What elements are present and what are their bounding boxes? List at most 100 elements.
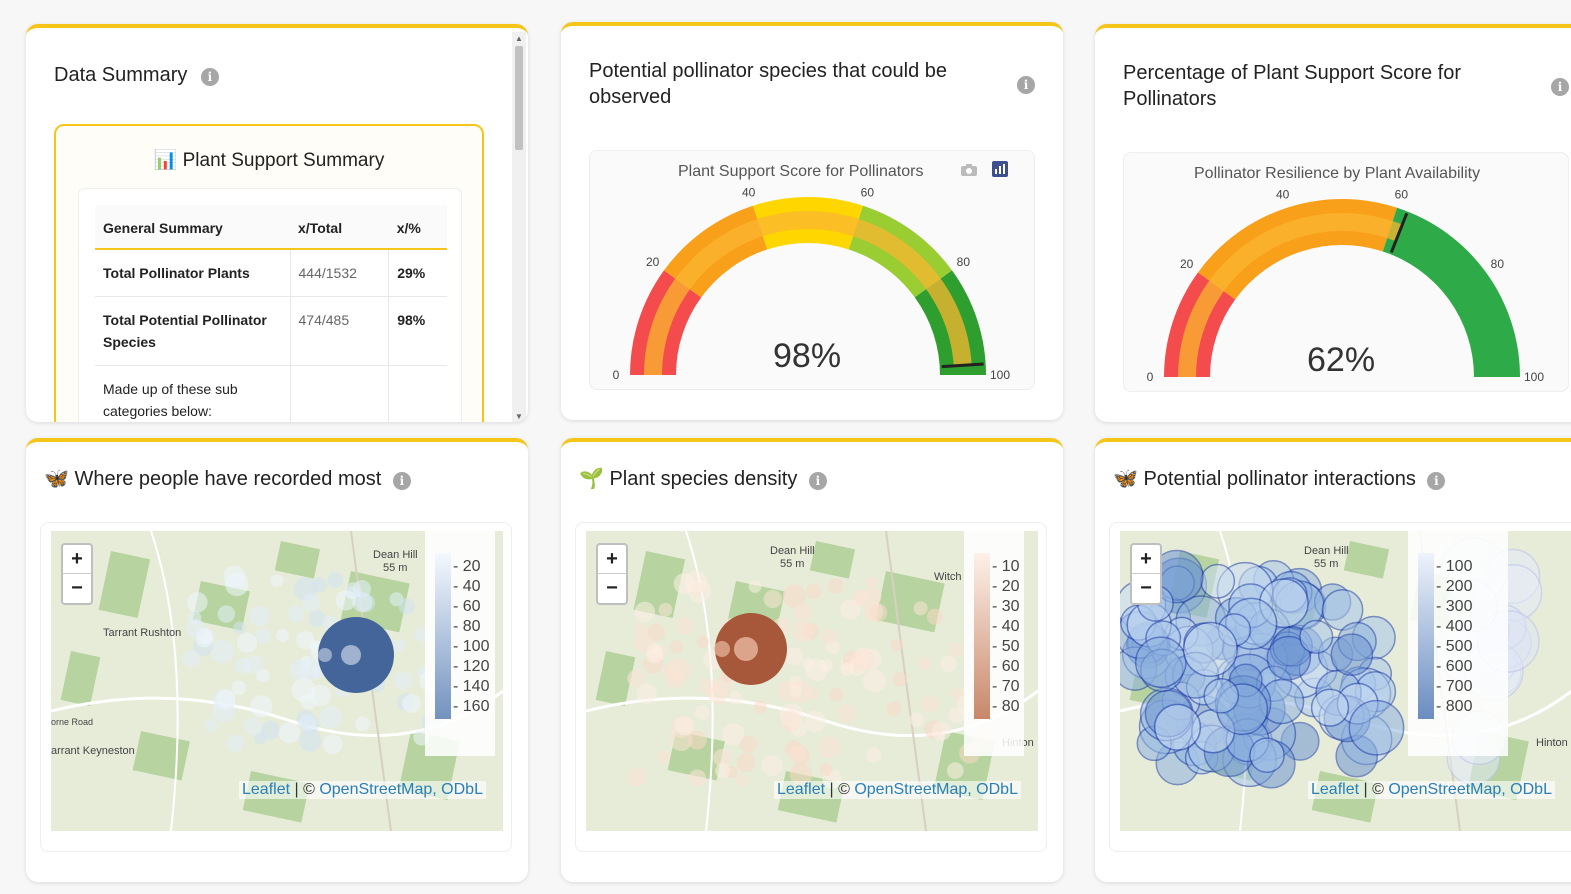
map-point: [1249, 737, 1285, 774]
map-point: [694, 705, 710, 720]
map-point: [210, 639, 235, 664]
legend-label: - 40: [992, 618, 1020, 635]
gauge-tick-label: 100: [990, 368, 1010, 382]
osm-link[interactable]: OpenStreetMap, ODbL: [854, 781, 1018, 798]
map-point: [763, 589, 782, 609]
info-icon[interactable]: i: [200, 68, 219, 86]
zoom-in-button[interactable]: +: [598, 545, 626, 574]
map-field: [60, 650, 101, 707]
place-label: Hinton: [1536, 737, 1568, 749]
scroll-down-icon[interactable]: ▼: [515, 412, 523, 421]
osm-link[interactable]: OpenStreetMap, ODbL: [1388, 781, 1552, 798]
bar-chart-icon: 📊: [153, 150, 178, 171]
map-point: [187, 592, 208, 613]
map-field: [1343, 541, 1390, 579]
zoom-in-button[interactable]: +: [1132, 545, 1160, 574]
map-point: [862, 669, 886, 693]
map-point: [779, 710, 801, 732]
scrollbar[interactable]: ▲ ▼: [512, 32, 526, 422]
map-point: [1182, 621, 1238, 678]
map-point: [676, 617, 694, 635]
scroll-up-icon[interactable]: ▲: [515, 34, 523, 43]
legend-colorbar: [435, 553, 451, 719]
gauge-value-bar: [644, 210, 972, 375]
info-icon[interactable]: i: [808, 472, 827, 490]
gauge-tick-label: 80: [957, 255, 971, 269]
map-attribution: Leaflet | © OpenStreetMap, ODbL: [774, 781, 1021, 799]
camera-icon[interactable]: [960, 163, 978, 177]
leaflet-link[interactable]: Leaflet: [1311, 781, 1360, 798]
table-row: Total Potential Pollinator Species 474/4…: [95, 296, 447, 366]
map-point: [187, 610, 202, 625]
map-point: [761, 754, 783, 777]
gauge2-value: 62%: [1307, 341, 1376, 379]
info-icon[interactable]: i: [1427, 472, 1446, 490]
hotspot-point: [341, 645, 361, 665]
map-point: [782, 584, 807, 608]
gauge-needle: [1389, 212, 1409, 253]
map1[interactable]: Dean Hill 55 m Tarrant Rushton orne Road…: [51, 531, 503, 831]
sprout-icon: 🌱: [579, 468, 604, 490]
map-point: [789, 763, 813, 786]
map2[interactable]: Dean Hill 55 m Witch Hinton + − - 10- 20…: [586, 531, 1038, 831]
scroll-thumb[interactable]: [515, 46, 523, 150]
map2-title: Plant species density: [609, 468, 798, 490]
zoom-in-button[interactable]: +: [63, 545, 91, 574]
map-point: [818, 736, 841, 759]
hotspot-point: [734, 637, 758, 661]
zoom-control: + −: [596, 543, 628, 605]
map-field: [633, 551, 686, 619]
legend-label: - 800: [1436, 698, 1473, 715]
row-total: 444/1532: [289, 249, 389, 297]
place-label: orne Road: [51, 717, 94, 727]
map-point: [402, 694, 421, 714]
info-icon[interactable]: i: [1017, 76, 1035, 94]
map-point: [270, 574, 284, 588]
map-point: [298, 729, 322, 752]
place-label: Dean Hill: [1304, 545, 1349, 557]
map-point: [948, 707, 965, 724]
legend-label: - 40: [453, 578, 481, 595]
zoom-out-button[interactable]: −: [1140, 577, 1152, 599]
map-point: [223, 565, 246, 588]
map-point: [658, 602, 673, 617]
info-icon[interactable]: i: [1551, 78, 1569, 96]
legend-label: - 50: [992, 638, 1020, 655]
legend-label: - 60: [453, 598, 481, 615]
map-point: [298, 658, 322, 682]
gauge1-chart-title: Plant Support Score for Pollinators: [678, 163, 924, 180]
map3-legend: - 100 - 200 - 300 - 400 - 500 - 600 - 700 - 800: [1408, 531, 1508, 756]
zoom-out-button[interactable]: −: [71, 577, 83, 599]
map-point: [355, 716, 371, 732]
leaflet-link[interactable]: Leaflet: [242, 781, 291, 798]
butterfly-icon: 🦋: [1113, 468, 1138, 490]
osm-link[interactable]: OpenStreetMap, ODbL: [319, 781, 483, 798]
gauge-value-bar: [1178, 213, 1403, 377]
gauge-tick-label: 60: [1395, 187, 1409, 201]
map-point: [735, 774, 749, 787]
map-point: [634, 623, 648, 637]
data-summary-title: Data Summary: [54, 64, 188, 86]
plant-density-card: 🌱 Plant species density i Dean Hill 55 m…: [561, 438, 1063, 882]
gauge-tick-label: 40: [1276, 187, 1290, 201]
leaflet-link[interactable]: Leaflet: [777, 781, 826, 798]
map-point: [829, 687, 844, 702]
legend-label: - 20: [453, 558, 481, 575]
plotly-logo-icon[interactable]: [992, 161, 1008, 177]
map-point: [863, 601, 884, 622]
zoom-out-button[interactable]: −: [606, 577, 618, 599]
info-icon[interactable]: i: [392, 472, 411, 490]
map-point: [926, 608, 943, 625]
map-point: [890, 638, 904, 652]
map-point: [322, 734, 343, 755]
map-point: [319, 706, 342, 729]
map-point: [892, 672, 908, 687]
map-point: [216, 689, 236, 709]
map3[interactable]: Dean Hill 55 m Hinton + − - 100 - 200 - 30…: [1120, 531, 1571, 831]
zoom-control: + −: [1130, 543, 1162, 605]
map-point: [291, 678, 316, 702]
map-point: [1153, 703, 1202, 751]
butterfly-icon: 🦋: [44, 468, 69, 490]
legend-label: - 500: [1436, 638, 1473, 655]
